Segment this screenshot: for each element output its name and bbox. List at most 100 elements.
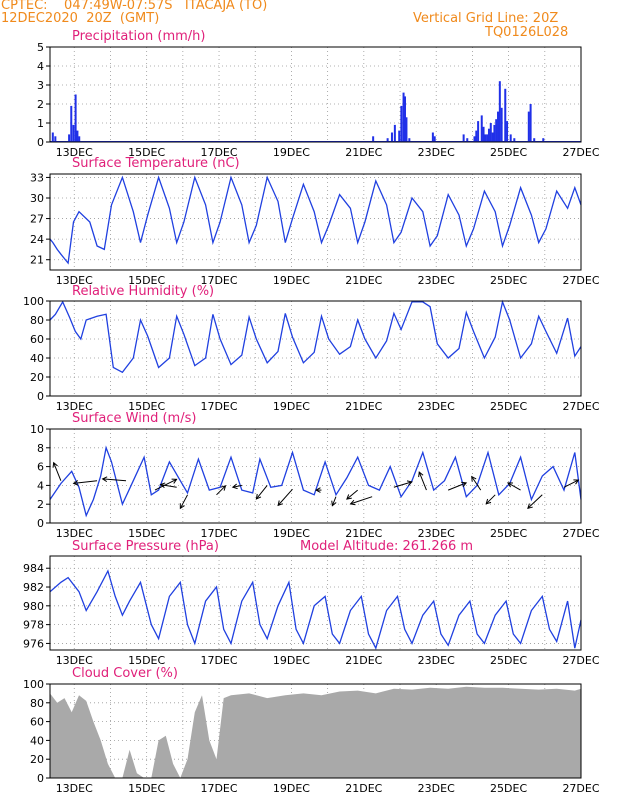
cloud-area [50, 686, 581, 778]
precip-bar [498, 81, 501, 142]
precip-bar [408, 138, 411, 142]
precip-bar [491, 132, 494, 142]
y-tick-label: 27 [30, 213, 44, 226]
precip-bar [54, 136, 57, 142]
y-tick-label: 4 [37, 60, 44, 73]
precip-bar [473, 136, 476, 142]
wind-frame [49, 428, 582, 524]
pressure-title: Surface Pressure (hPa) [72, 539, 219, 554]
wind-arrow [507, 482, 521, 491]
y-tick-label: 0 [37, 390, 44, 403]
x-tick-label: 27DEC [562, 400, 599, 413]
wind-arrow-head [471, 475, 477, 482]
pressure-panel: Surface Pressure (hPa) Model Altitude: 26… [23, 539, 600, 667]
precip-bar [497, 111, 500, 142]
wind-title: Surface Wind (m/s) [72, 411, 196, 426]
x-tick-label: 19DEC [273, 654, 310, 667]
precip-bar [513, 138, 516, 142]
x-tick-label: 23DEC [418, 146, 455, 159]
x-tick-label: 17DEC [200, 146, 237, 159]
header-date-line: 12DEC2020 20Z (GMT) [1, 11, 160, 26]
x-tick-label: 15DEC [128, 146, 165, 159]
precip-bar [76, 130, 79, 142]
x-tick-label: 13DEC [56, 146, 93, 159]
wind-arrow [393, 481, 413, 488]
precip-bar [74, 94, 77, 142]
cloud-cover-frame [49, 683, 582, 779]
x-tick-label: 27DEC [562, 782, 599, 795]
y-tick-label: 80 [30, 314, 44, 327]
x-tick-label: 15DEC [128, 400, 165, 413]
pressure-annotation: Model Altitude: 261.266 m [300, 539, 473, 554]
y-tick-label: 20 [30, 753, 44, 766]
wind-arrow [53, 462, 62, 481]
x-tick-label: 17DEC [200, 400, 237, 413]
wind-arrow [102, 478, 127, 482]
x-tick-label: 23DEC [418, 527, 455, 540]
precip-bar [487, 128, 490, 142]
wind-line [49, 445, 582, 518]
y-tick-label: 1 [37, 117, 44, 130]
wind-arrow-head [315, 487, 321, 493]
precip-bar [462, 134, 465, 142]
wind-arrow-head [52, 461, 58, 468]
x-tick-label: 23DEC [418, 782, 455, 795]
precip-bar [542, 138, 545, 142]
y-tick-label: 24 [30, 233, 44, 246]
wind-arrow [471, 476, 482, 491]
x-tick-label: 17DEC [200, 527, 237, 540]
precipitation-title: Precipitation (mm/h) [72, 29, 205, 44]
wind-arrow-head [255, 493, 262, 500]
y-tick-label: 0 [37, 772, 44, 785]
precip-bar [72, 124, 75, 142]
x-tick-label: 21DEC [345, 527, 382, 540]
x-tick-label: 13DEC [56, 527, 93, 540]
wind-arrow [216, 485, 226, 496]
temperature-panel: Surface Temperature (nC) 21 24 27 30 33 13DEC 1… [30, 156, 600, 287]
precip-bar [477, 121, 480, 142]
y-tick-label: 982 [23, 581, 44, 594]
precip-bar [475, 130, 478, 142]
wind-arrow-head [179, 503, 185, 510]
precip-bar [484, 134, 487, 142]
humidity-title: Relative Humidity (%) [72, 284, 214, 299]
precip-bar [70, 105, 73, 142]
wind-arrow [527, 494, 543, 509]
precip-bar [495, 119, 498, 142]
y-tick-label: 60 [30, 333, 44, 346]
precip-bar [51, 132, 54, 142]
y-tick-label: 2 [37, 498, 44, 511]
temperature-title: Surface Temperature (nC) [72, 156, 240, 171]
header-grid-line-info: Vertical Grid Line: 20Z [413, 11, 559, 26]
y-tick-label: 10 [30, 423, 44, 436]
precip-bar [372, 136, 375, 142]
wind-arrow-head [331, 500, 337, 507]
precip-bar [529, 104, 532, 142]
x-tick-label: 25DEC [490, 274, 527, 287]
precip-bar [400, 105, 403, 142]
y-tick-label: 21 [30, 254, 44, 267]
wind-arrow [160, 484, 177, 488]
y-tick-label: 978 [23, 619, 44, 632]
precip-bar [398, 130, 401, 142]
x-tick-label: 19DEC [273, 400, 310, 413]
precip-bar [493, 124, 496, 142]
precip-bar [405, 117, 408, 142]
wind-arrow-head [231, 483, 238, 490]
x-tick-label: 25DEC [490, 400, 527, 413]
wind-arrow-head [507, 482, 513, 488]
precip-bar [404, 96, 406, 142]
x-tick-label: 19DEC [273, 527, 310, 540]
x-tick-label: 19DEC [273, 146, 310, 159]
wind-panel: Surface Wind (m/s) 0 2 4 6 8 10 13DEC 15DEC 17DEC… [30, 411, 600, 540]
wind-arrow [232, 484, 242, 488]
cloud-cover-title: Cloud Cover (%) [72, 666, 178, 681]
wind-arrow-head [418, 471, 424, 478]
wind-arrow [154, 478, 177, 491]
x-tick-label: 19DEC [273, 782, 310, 795]
wind-arrow [346, 489, 358, 500]
y-tick-label: 40 [30, 352, 44, 365]
precip-bar [386, 138, 389, 142]
x-tick-label: 27DEC [562, 146, 599, 159]
